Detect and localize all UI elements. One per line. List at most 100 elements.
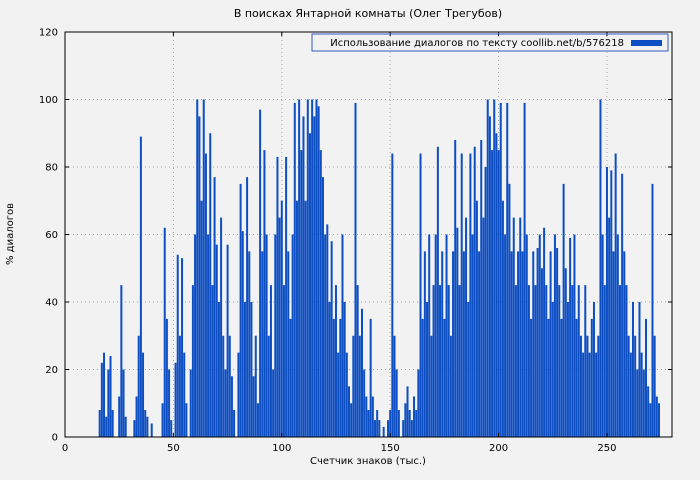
bar bbox=[644, 318, 647, 438]
bar bbox=[142, 352, 145, 438]
bar bbox=[525, 234, 528, 437]
bar bbox=[441, 251, 444, 438]
bar bbox=[623, 251, 626, 438]
bar bbox=[185, 403, 188, 437]
bar bbox=[486, 99, 489, 437]
bar bbox=[527, 285, 530, 438]
bar bbox=[330, 241, 333, 437]
bar bbox=[393, 335, 396, 437]
bar bbox=[352, 335, 355, 437]
bar bbox=[105, 416, 108, 437]
y-tick-label: 60 bbox=[45, 230, 58, 241]
bar bbox=[254, 335, 257, 437]
bar bbox=[298, 99, 301, 437]
bar bbox=[493, 99, 496, 437]
bar bbox=[356, 285, 359, 438]
bar bbox=[428, 234, 431, 437]
y-tick-label: 20 bbox=[45, 365, 58, 376]
bar bbox=[278, 217, 281, 438]
bar bbox=[233, 410, 236, 437]
bar bbox=[230, 376, 233, 437]
bar bbox=[118, 396, 121, 437]
bar bbox=[209, 133, 212, 437]
bar bbox=[475, 200, 478, 437]
bar bbox=[354, 102, 357, 438]
bar bbox=[252, 376, 255, 437]
bar bbox=[215, 244, 218, 438]
bar bbox=[103, 352, 106, 438]
bar bbox=[211, 285, 214, 438]
bar bbox=[564, 268, 567, 437]
bar bbox=[488, 116, 491, 438]
bar bbox=[374, 420, 376, 438]
bar bbox=[653, 335, 656, 437]
bar bbox=[306, 99, 309, 437]
bar bbox=[343, 302, 346, 437]
bar bbox=[452, 251, 455, 438]
bar bbox=[495, 133, 498, 437]
bar bbox=[471, 234, 474, 437]
bar bbox=[196, 99, 199, 437]
bar bbox=[545, 285, 548, 438]
bar bbox=[432, 285, 435, 438]
bar bbox=[347, 386, 350, 438]
bar bbox=[540, 268, 543, 437]
bar bbox=[595, 352, 598, 438]
bar bbox=[183, 352, 186, 438]
bar bbox=[647, 386, 650, 438]
bar bbox=[588, 352, 591, 438]
bar bbox=[536, 248, 539, 437]
bar bbox=[558, 285, 561, 438]
x-tick-label: 0 bbox=[62, 443, 68, 454]
bar bbox=[566, 302, 569, 437]
bar bbox=[523, 102, 526, 438]
bar bbox=[291, 234, 294, 437]
bar bbox=[573, 234, 576, 437]
bar bbox=[504, 234, 507, 437]
bar bbox=[530, 318, 533, 438]
bar bbox=[144, 410, 147, 437]
bar bbox=[226, 244, 229, 438]
bar bbox=[371, 396, 374, 437]
bar bbox=[614, 153, 617, 437]
bar bbox=[582, 352, 585, 438]
bar bbox=[649, 403, 652, 437]
bar bbox=[426, 302, 429, 437]
bar bbox=[458, 285, 461, 438]
bar bbox=[443, 318, 446, 438]
bar bbox=[109, 356, 112, 437]
bar bbox=[120, 285, 123, 438]
bar bbox=[272, 369, 275, 437]
bar bbox=[465, 217, 468, 438]
bar bbox=[280, 200, 283, 437]
bar bbox=[265, 234, 268, 437]
bar bbox=[410, 420, 413, 438]
bar bbox=[345, 352, 348, 438]
x-tick-label: 150 bbox=[381, 443, 400, 454]
bar bbox=[350, 403, 353, 437]
bar bbox=[584, 285, 587, 438]
y-tick-label: 0 bbox=[52, 433, 58, 444]
bar bbox=[243, 302, 246, 437]
x-tick-label: 50 bbox=[167, 443, 180, 454]
bar bbox=[276, 156, 279, 438]
bar bbox=[220, 217, 223, 438]
bar bbox=[599, 99, 602, 437]
bar bbox=[133, 420, 136, 438]
bar bbox=[165, 318, 168, 438]
bar bbox=[222, 335, 225, 437]
bar bbox=[369, 318, 372, 438]
x-tick-label: 100 bbox=[272, 443, 291, 454]
bar bbox=[638, 302, 641, 437]
bar bbox=[178, 335, 181, 437]
bar bbox=[408, 410, 411, 437]
bar bbox=[308, 133, 311, 437]
bar bbox=[491, 150, 494, 438]
bar bbox=[391, 153, 394, 437]
bar bbox=[228, 335, 231, 437]
bar bbox=[189, 369, 192, 437]
bar bbox=[250, 302, 253, 437]
bar bbox=[139, 136, 142, 438]
